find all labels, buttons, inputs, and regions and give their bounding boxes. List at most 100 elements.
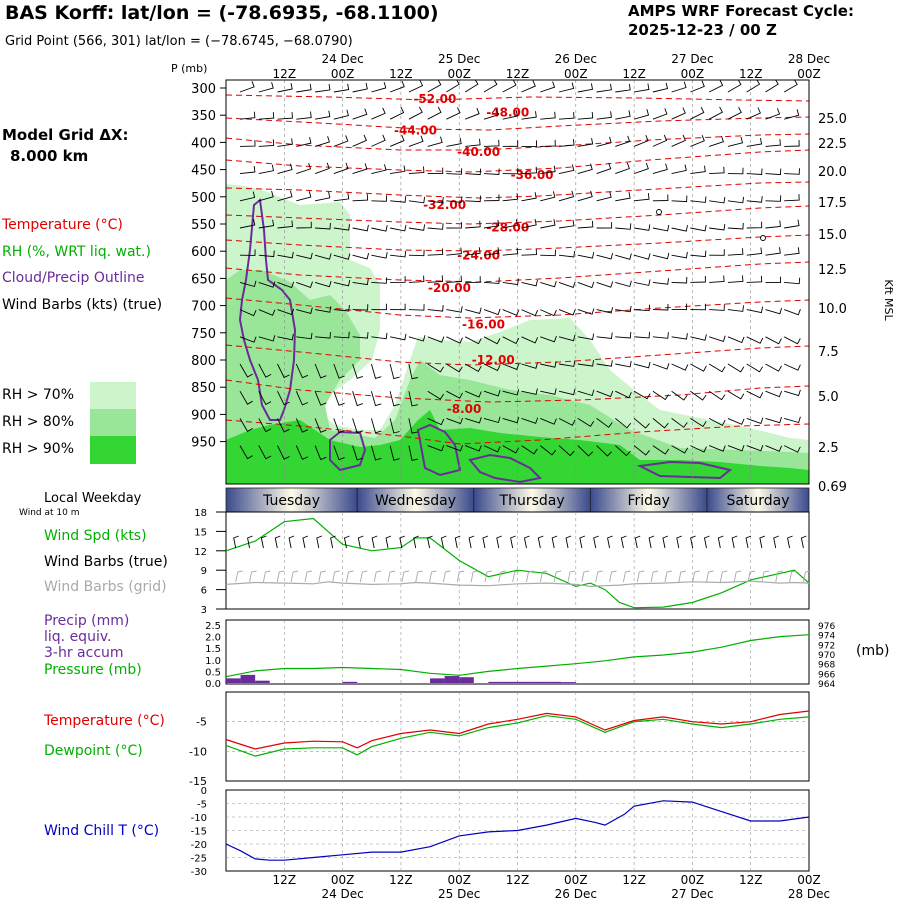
precip-bar [502, 681, 518, 683]
wind-barb [333, 279, 351, 287]
grid-wind-barb [761, 570, 769, 583]
wind-barb [258, 112, 275, 120]
wind-barb [615, 135, 631, 147]
true-wind-barb [316, 535, 322, 549]
wind-barb [615, 280, 632, 288]
wind-barb [596, 360, 613, 367]
wind-barb [784, 109, 800, 120]
pressure-tick-label: 950 [191, 436, 216, 451]
weekday-label: Saturday [726, 493, 789, 509]
wind-barb [483, 219, 500, 229]
wind-barb [521, 192, 537, 202]
wind-barb [671, 276, 688, 284]
wind-barb [502, 167, 519, 175]
time-tick-label: 12Z [622, 67, 646, 81]
wind-barb [483, 277, 500, 284]
wind-barb [296, 307, 313, 314]
pressure-tick-label: 966 [818, 670, 835, 680]
wind-barb [333, 363, 345, 379]
wind-barb [352, 445, 364, 461]
wind-barb [784, 168, 800, 175]
model-grid-label: Model Grid ΔX: [2, 126, 129, 144]
wind-barb [258, 335, 276, 342]
wind-barb [727, 167, 744, 175]
precip-bar [546, 681, 562, 683]
grid-barb-line [225, 580, 810, 588]
isotherm-label: -44.00 [394, 123, 437, 137]
wind-barb [709, 445, 726, 452]
wind-barb [709, 304, 725, 311]
date-label: 28 Dec [788, 887, 830, 900]
wind-barb [427, 417, 445, 426]
wind-barb [352, 134, 367, 147]
isotherm-12 [226, 379, 809, 403]
isotherm-24 [226, 261, 809, 283]
precip-tick-label: 0.5 [205, 667, 221, 678]
pressure-axis: 300 350 400 450 500 550 600 650 700 750 800 850 900 9… [191, 82, 226, 451]
temperature-line [225, 710, 810, 750]
rh70-swatch [90, 382, 136, 409]
wind-barb [577, 418, 595, 428]
pressure-tick-label: 650 [191, 272, 216, 287]
wind-barb [577, 445, 594, 457]
wind-barb [596, 252, 614, 260]
wind-barb [690, 196, 707, 203]
date-label: 26 Dec [555, 52, 597, 66]
wind-barb [633, 390, 651, 400]
wind-barb [315, 332, 331, 339]
wind-barb [784, 309, 801, 316]
wind-barb [277, 418, 290, 433]
grid-wind-barb [664, 570, 673, 583]
time-tick-label: 12Z [273, 67, 297, 81]
precip-legend: Precip (mm) [44, 613, 130, 629]
pressure-tick-label: 968 [818, 661, 835, 671]
true-wind-barb [676, 535, 682, 549]
date-label: 27 Dec [671, 887, 713, 900]
wind-barb [465, 138, 481, 147]
height-tick-label: 12.5 [818, 263, 847, 278]
wind-barb [277, 251, 294, 259]
wind-barb [390, 224, 407, 232]
wind-barb [277, 445, 290, 460]
height-tick-label: 20.0 [818, 165, 847, 180]
wind-barb [521, 166, 537, 175]
wind-barb [596, 418, 613, 428]
wind-barb [558, 112, 575, 120]
wind-barb [784, 219, 800, 229]
rh90-legend: RH > 90% [2, 441, 75, 457]
date-label: 25 Dec [438, 887, 480, 900]
wind-barb [314, 391, 327, 406]
wind-barb [633, 253, 651, 260]
wind-barb [483, 445, 501, 453]
wind-barb [390, 165, 406, 175]
wind-barb [690, 303, 706, 311]
grid-wind-barb [332, 570, 340, 583]
precip-bar [561, 682, 576, 683]
wind-barb [408, 196, 426, 204]
grid-wind-barb [636, 570, 645, 583]
pressure-tick-label: 970 [818, 651, 835, 661]
wind-barb [634, 224, 651, 231]
wind-barb [709, 166, 725, 175]
wind-barb [446, 306, 463, 313]
wind-tick-label: 18 [194, 508, 207, 519]
wind-barb [671, 134, 686, 147]
wind-barb [371, 195, 388, 202]
isotherm-40 [226, 149, 809, 173]
wind-barb [352, 363, 364, 379]
true-wind-barb [482, 535, 489, 549]
wind-barb [483, 390, 501, 397]
accum-legend: 3-hr accum [44, 645, 124, 661]
isotherm-label: -12.00 [472, 353, 515, 367]
wind-barb [558, 250, 576, 258]
wind-barb [727, 363, 745, 373]
weekday-cell [225, 487, 358, 513]
grid-wind-barb [609, 570, 617, 583]
wind-barb [352, 304, 369, 311]
wind-barb [427, 196, 444, 204]
wind-barb [727, 196, 745, 204]
wind-barb [295, 418, 309, 433]
wind-barb [464, 363, 482, 373]
